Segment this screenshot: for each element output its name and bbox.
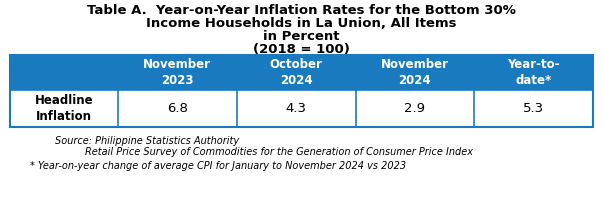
Text: 5.3: 5.3 <box>523 102 544 115</box>
Text: in Percent: in Percent <box>264 30 339 43</box>
Text: 6.8: 6.8 <box>167 102 188 115</box>
Text: Table A.  Year-on-Year Inflation Rates for the Bottom 30%: Table A. Year-on-Year Inflation Rates fo… <box>87 4 516 17</box>
Text: 2.9: 2.9 <box>405 102 425 115</box>
Text: November
2023: November 2023 <box>144 58 212 87</box>
Text: Source: Philippine Statistics Authority: Source: Philippine Statistics Authority <box>55 136 239 146</box>
Bar <box>10 55 593 127</box>
Text: November
2024: November 2024 <box>381 58 449 87</box>
Bar <box>10 55 593 90</box>
Bar <box>10 90 593 127</box>
Text: (2018 = 100): (2018 = 100) <box>253 43 350 56</box>
Text: 4.3: 4.3 <box>286 102 306 115</box>
Text: Income Households in La Union, All Items: Income Households in La Union, All Items <box>147 17 456 30</box>
Text: Year-to-
date*: Year-to- date* <box>507 58 560 87</box>
Text: October
2024: October 2024 <box>270 58 323 87</box>
Text: Headline
Inflation: Headline Inflation <box>35 94 93 123</box>
Text: * Year-on-year change of average CPI for January to November 2024 vs 2023: * Year-on-year change of average CPI for… <box>30 161 406 171</box>
Text: Retail Price Survey of Commodities for the Generation of Consumer Price Index: Retail Price Survey of Commodities for t… <box>85 147 473 157</box>
